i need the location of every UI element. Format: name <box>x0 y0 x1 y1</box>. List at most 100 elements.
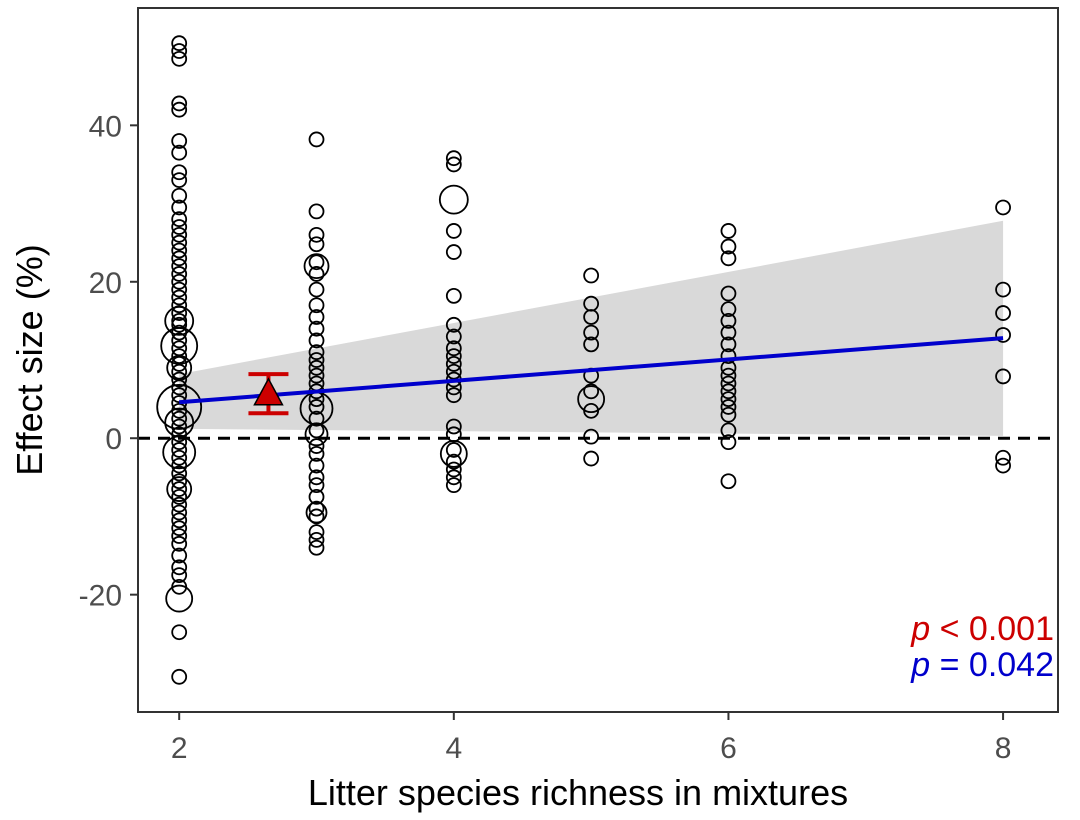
data-point <box>308 281 325 298</box>
data-point <box>720 399 737 415</box>
data-point <box>171 281 188 298</box>
p-value-annotation: p < 0.001 <box>910 610 1054 648</box>
data-point <box>583 267 600 284</box>
data-point <box>583 336 600 353</box>
data-point <box>171 434 188 451</box>
data-point <box>171 473 188 490</box>
data-point <box>171 250 188 267</box>
data-point <box>171 258 188 275</box>
data-point <box>171 624 188 641</box>
data-point <box>583 324 600 341</box>
data-point <box>308 410 325 427</box>
data-point <box>304 422 329 447</box>
data-point <box>995 305 1011 321</box>
data-point <box>720 434 737 451</box>
data-point <box>720 301 737 318</box>
data-point <box>445 387 462 404</box>
data-point <box>303 253 330 280</box>
data-point <box>445 244 462 260</box>
data-point <box>166 476 193 502</box>
data-point <box>171 449 188 466</box>
data-point <box>720 383 737 400</box>
data-point <box>720 238 737 255</box>
data-point <box>308 266 325 282</box>
data-point <box>171 219 188 235</box>
data-point <box>171 95 188 112</box>
data-point <box>171 144 188 161</box>
data-point <box>171 234 188 251</box>
plot-border <box>137 7 1059 713</box>
data-point <box>171 567 188 584</box>
data-point <box>162 435 197 470</box>
data-point <box>171 496 188 513</box>
data-point <box>308 344 325 361</box>
data-point <box>171 488 188 505</box>
data-point <box>445 223 462 239</box>
data-point <box>165 584 194 613</box>
data-point <box>445 156 462 173</box>
data-point <box>171 50 188 67</box>
data-point <box>308 469 325 486</box>
data-point <box>171 520 188 537</box>
data-point <box>308 309 325 325</box>
data-point <box>308 359 325 376</box>
data-point <box>720 391 737 408</box>
data-point <box>438 184 469 215</box>
data-point <box>171 371 188 388</box>
data-point <box>720 285 737 302</box>
data-point <box>171 418 188 435</box>
data-point <box>171 547 188 564</box>
data-point <box>445 363 462 380</box>
data-point <box>171 457 188 474</box>
data-point <box>308 457 325 474</box>
data-point <box>308 477 325 494</box>
data-point <box>445 287 462 304</box>
data-point <box>308 332 325 349</box>
data-point <box>308 438 325 454</box>
data-point <box>171 504 188 521</box>
y-tick-label: -20 <box>79 580 122 613</box>
data-point <box>308 539 325 556</box>
data-point <box>445 461 462 478</box>
data-point <box>995 281 1011 298</box>
data-point <box>995 449 1011 466</box>
data-point <box>171 172 188 188</box>
data-point <box>583 450 600 467</box>
data-point <box>308 399 325 415</box>
data-point <box>171 528 188 544</box>
data-point <box>171 332 188 349</box>
data-point <box>171 668 188 685</box>
x-tick-label: 8 <box>995 732 1012 765</box>
y-tick-label: 20 <box>89 267 122 300</box>
x-tick-label: 2 <box>171 732 188 765</box>
data-point <box>171 164 188 181</box>
data-point <box>308 254 325 271</box>
data-point <box>445 356 462 372</box>
y-tick-label: 0 <box>105 423 122 456</box>
data-point <box>577 385 606 414</box>
data-point <box>171 211 188 228</box>
y-axis-title: Effect size (%) <box>9 244 50 475</box>
data-point <box>583 309 600 325</box>
data-point <box>164 305 195 336</box>
data-point <box>171 481 188 497</box>
data-point <box>308 488 325 505</box>
x-tick-label: 4 <box>445 732 462 765</box>
data-point <box>445 316 462 333</box>
data-point <box>156 384 203 430</box>
data-point <box>308 508 325 525</box>
regression-line <box>179 336 1004 405</box>
data-point <box>171 101 188 118</box>
data-point <box>171 559 188 576</box>
data-point <box>720 367 737 384</box>
data-point <box>720 473 737 490</box>
data-point <box>171 410 188 427</box>
data-point <box>171 133 188 149</box>
data-point <box>995 457 1011 474</box>
y-tick-label: 40 <box>89 110 122 143</box>
data-point <box>720 250 737 267</box>
data-point <box>171 297 188 314</box>
data-point <box>171 43 188 59</box>
